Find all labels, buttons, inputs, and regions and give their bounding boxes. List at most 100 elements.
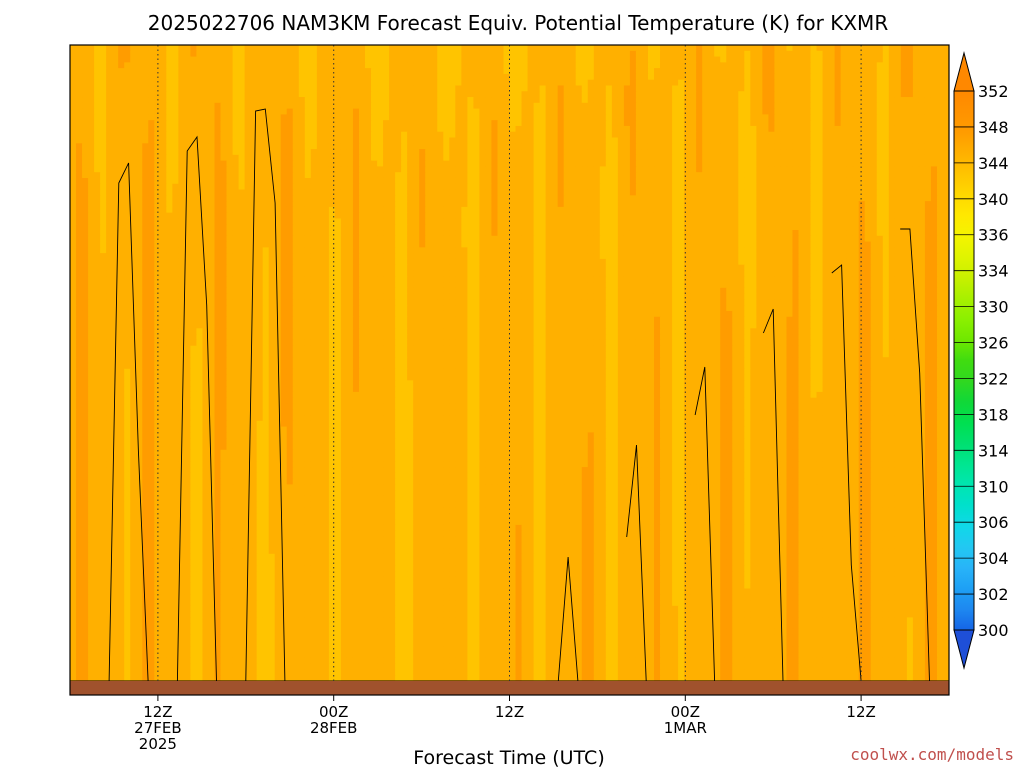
field-cell [575,50,583,58]
field-cell [202,154,210,162]
field-cell [497,56,505,63]
field-cell [726,56,733,63]
field-cell [738,230,745,237]
field-cell [684,50,691,58]
field-cell [924,189,932,196]
field-cell [286,201,294,208]
field-cell [816,91,824,98]
field-cell [112,166,119,173]
field-cell [358,50,366,58]
field-cell [750,68,757,75]
field-cell [527,62,535,69]
field-cell [262,149,270,156]
field-cell [136,195,143,202]
field-cell [792,91,800,98]
field-cell [840,183,848,191]
field-cell [882,224,890,231]
field-cell [383,230,390,237]
field-cell [346,62,354,69]
field-cell [407,154,414,162]
field-cell [340,85,348,92]
field-cell [599,177,607,185]
field-cell [936,143,944,150]
field-cell [76,172,83,179]
field-cell [178,224,185,231]
field-cell [551,149,559,156]
field-cell [864,108,872,115]
field-cell [653,183,661,191]
field-cell [425,177,432,185]
field-cell [274,120,282,127]
field-cell [280,189,288,196]
field-cell [864,120,872,127]
field-cell [660,201,667,208]
field-cell [942,218,949,225]
field-cell [774,172,782,179]
field-cell [816,154,824,162]
field-cell [130,172,137,179]
field-cell [569,235,577,243]
field-cell [383,73,390,81]
field-cell [864,91,872,98]
field-cell [545,160,553,168]
field-cell [244,172,252,179]
field-cell [443,166,450,173]
field-cell [274,114,282,121]
field-cell [900,56,908,63]
field-cell [310,195,318,202]
field-cell [738,206,745,214]
field-cell [118,166,125,173]
field-cell [768,50,775,58]
field-cell [485,73,493,81]
field-cell [702,85,709,92]
field-cell [942,114,949,121]
field-cell [732,177,739,185]
field-cell [828,114,836,121]
field-cell [623,56,631,63]
field-cell [539,235,547,243]
field-cell [563,68,571,75]
field-cell [539,114,547,121]
field-cell [732,166,739,173]
field-cell [738,68,745,75]
field-cell [358,177,366,185]
field-cell [401,166,408,173]
field-cell [804,235,812,243]
field-cell [653,195,661,202]
field-cell [467,102,474,110]
field-cell [346,189,354,196]
field-cell [774,114,782,121]
field-cell [407,62,414,69]
field-cell [214,189,222,196]
field-cell [798,125,806,133]
field-cell [70,137,77,144]
field-cell [551,160,559,168]
field-cell [431,154,438,162]
field-cell [340,62,348,69]
field-cell [160,224,167,231]
field-cell [292,160,300,168]
field-cell [756,50,763,58]
field-cell [672,166,679,173]
field-cell [653,201,661,208]
field-cell [214,125,222,133]
field-cell [738,85,745,92]
field-cell [882,166,890,173]
field-cell [70,45,77,52]
field-cell [870,91,878,98]
field-cell [455,62,462,69]
field-cell [148,183,155,191]
field-cell [551,137,559,144]
field-cell [936,79,944,87]
field-cell [678,143,685,150]
field-cell [268,218,276,225]
field-cell [930,160,938,168]
field-cell [148,154,155,162]
field-cell [346,45,354,52]
field-cell [118,73,125,81]
field-cell [322,149,330,156]
field-cell [816,102,824,110]
field-cell [316,125,324,133]
field-cell [455,50,462,58]
field-cell [346,218,354,225]
